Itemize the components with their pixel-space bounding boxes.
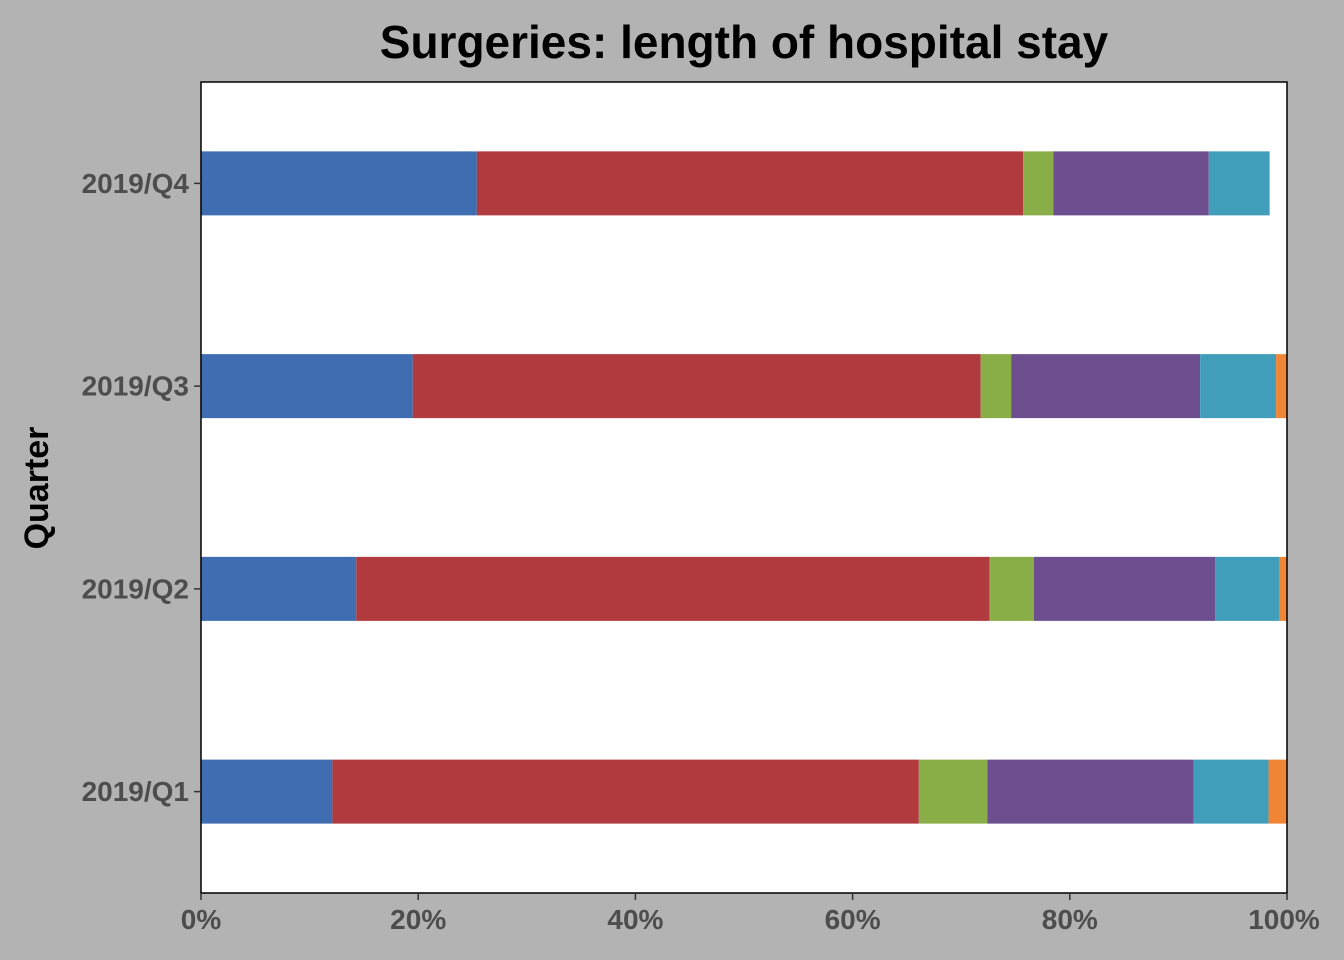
- bar-segment-5-2019-q1: [1193, 759, 1269, 824]
- x-tick-label: 20%: [390, 904, 446, 935]
- bar-segment-5-2019-q2: [1215, 556, 1280, 621]
- bar-segment-2-2019-q2: [356, 556, 990, 621]
- x-tick-label: 0%: [181, 904, 222, 935]
- bar-segment-3-2019-q1: [918, 759, 988, 824]
- bar-segment-2-2019-q3: [412, 354, 981, 419]
- y-tick-label: 2019/Q3: [82, 371, 189, 402]
- bar-segment-6-2019-q3: [1276, 354, 1287, 419]
- bar-segment-1-2019-q2: [201, 556, 357, 621]
- plot-border: [200, 81, 1288, 894]
- bar-segment-6-2019-q2: [1279, 556, 1287, 621]
- y-tick-label: 2019/Q2: [82, 573, 189, 604]
- bar-segment-3-2019-q4: [1023, 151, 1054, 216]
- bar-segment-3-2019-q2: [989, 556, 1034, 621]
- bar-segment-2-2019-q1: [332, 759, 919, 824]
- plot-panel: [201, 82, 1287, 893]
- bar-segment-1-2019-q1: [201, 759, 333, 824]
- bar-segment-1-2019-q4: [201, 151, 477, 216]
- bar-segment-5-2019-q4: [1208, 151, 1270, 216]
- bar-segment-4-2019-q1: [987, 759, 1194, 824]
- axes-layer: 2019/Q1 2019/Q2 2019/Q3 2019/Q4 0% 20% 40% 60% 8…: [82, 168, 1320, 935]
- bars-layer: [201, 151, 1287, 824]
- bar-segment-4-2019-q4: [1053, 151, 1209, 216]
- bar-segment-4-2019-q2: [1033, 556, 1216, 621]
- y-tick-label: 2019/Q1: [82, 776, 189, 807]
- bar-segment-2-2019-q4: [476, 151, 1024, 216]
- x-tick-label: 40%: [607, 904, 663, 935]
- y-tick-label: 2019/Q4: [82, 168, 190, 199]
- bar-segment-5-2019-q3: [1200, 354, 1277, 419]
- bar-segment-4-2019-q3: [1011, 354, 1201, 419]
- bar-segment-6-2019-q1: [1268, 759, 1287, 824]
- chart-title: Surgeries: length of hospital stay: [380, 16, 1109, 68]
- x-tick-label: 60%: [825, 904, 881, 935]
- y-axis-label: Quarter: [18, 427, 56, 550]
- bar-segment-1-2019-q3: [201, 354, 413, 419]
- x-tick-label: 100%: [1248, 904, 1320, 935]
- x-tick-label: 80%: [1042, 904, 1098, 935]
- bar-segment-3-2019-q3: [980, 354, 1012, 419]
